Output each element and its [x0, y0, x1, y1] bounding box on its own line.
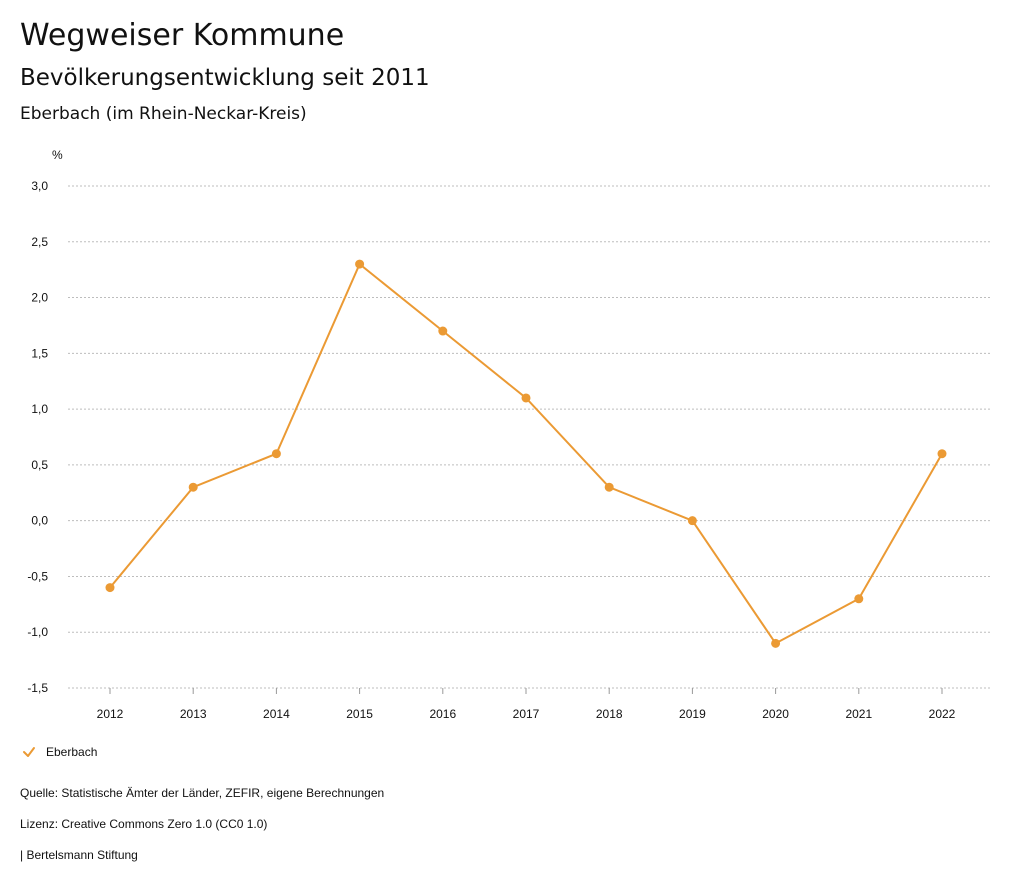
x-tick-label: 2019 — [679, 707, 706, 721]
data-point[interactable] — [521, 393, 531, 403]
line-chart: 3,02,52,01,51,00,50,0-0,5-1,0-1,5 2012 20… — [27, 148, 990, 721]
y-tick-label: 3,0 — [31, 179, 48, 193]
data-point[interactable] — [438, 326, 448, 336]
x-tick-label: 2018 — [596, 707, 623, 721]
y-tick-labels: 3,0 2,5 2,0 1,5 1,0 0,5 0,0 -0,5 -1,0 -1,5 — [27, 179, 48, 695]
source-note: Quelle: Statistische Ämter der Länder, Z… — [20, 786, 385, 800]
grid-lines — [68, 185, 990, 689]
page-title: Wegweiser Kommune — [20, 18, 345, 53]
x-tick-labels: 2012 2013 2014 2015 2016 2017 2018 2019 2020 2021… — [97, 688, 956, 721]
data-point[interactable] — [771, 638, 781, 648]
data-point[interactable] — [604, 482, 614, 492]
y-tick-label: 2,0 — [31, 291, 48, 305]
y-tick-label: -0,5 — [27, 569, 48, 583]
legend-label: Eberbach — [46, 745, 98, 759]
data-point[interactable] — [271, 449, 281, 459]
x-tick-label: 2014 — [263, 707, 290, 721]
x-tick-label: 2017 — [513, 707, 540, 721]
data-point[interactable] — [188, 482, 198, 492]
x-tick-label: 2012 — [97, 707, 124, 721]
y-tick-label: 1,5 — [31, 346, 48, 360]
x-tick-label: 2021 — [845, 707, 872, 721]
x-tick-label: 2022 — [929, 707, 956, 721]
region-label: Eberbach (im Rhein-Neckar-Kreis) — [20, 104, 307, 124]
data-point[interactable] — [937, 449, 947, 459]
publisher-note: | Bertelsmann Stiftung — [20, 848, 138, 862]
y-tick-label: 0,5 — [31, 458, 48, 472]
y-tick-label: 2,5 — [31, 235, 48, 249]
x-tick-label: 2020 — [762, 707, 789, 721]
x-tick-label: 2016 — [429, 707, 456, 721]
checkmark-icon[interactable] — [22, 745, 36, 759]
data-point[interactable] — [105, 583, 115, 593]
y-axis-unit-label: % — [52, 148, 63, 162]
series-line — [109, 262, 943, 645]
y-tick-label: -1,0 — [27, 625, 48, 639]
x-tick-label: 2013 — [180, 707, 207, 721]
y-tick-label: -1,5 — [27, 681, 48, 695]
data-point[interactable] — [355, 259, 365, 269]
license-note: Lizenz: Creative Commons Zero 1.0 (CC0 1… — [20, 817, 268, 831]
y-tick-label: 1,0 — [31, 402, 48, 416]
y-tick-label: 0,0 — [31, 514, 48, 528]
x-tick-label: 2015 — [346, 707, 373, 721]
chart-subtitle: Bevölkerungsentwicklung seit 2011 — [20, 65, 430, 91]
data-point[interactable] — [854, 594, 864, 604]
series-eberbach — [105, 259, 947, 648]
legend[interactable]: Eberbach — [22, 745, 97, 759]
data-point[interactable] — [687, 516, 697, 526]
